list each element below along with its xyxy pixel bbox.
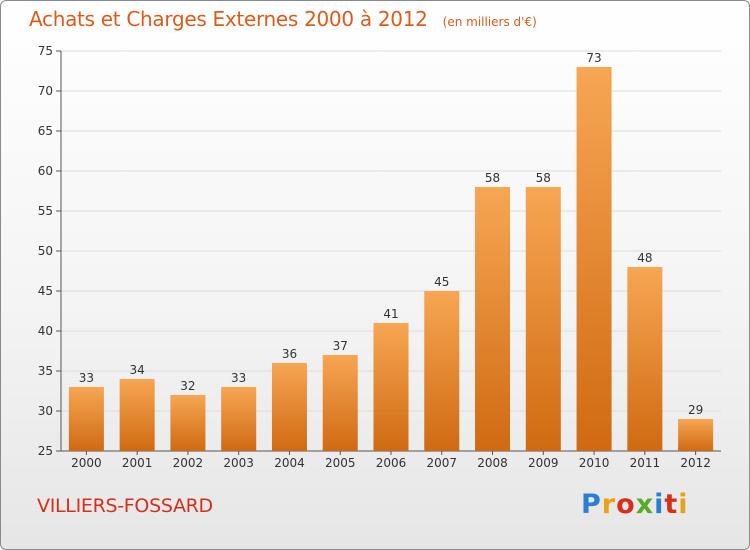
y-tick-label: 50 [38, 244, 53, 258]
data-labels: 33 34 32 33 36 37 41 45 58 58 73 48 29 [79, 51, 704, 417]
brand-letter: o [616, 489, 636, 520]
x-tick-label-2005: 2005 [325, 456, 356, 470]
y-tick-label: 40 [38, 324, 53, 338]
data-label-2005: 37 [333, 339, 348, 353]
data-label-2010: 73 [586, 51, 601, 65]
bar-2011 [627, 267, 663, 451]
y-tick-label: 70 [38, 84, 53, 98]
y-tick-label: 35 [38, 364, 53, 378]
x-tick-label-2004: 2004 [274, 456, 305, 470]
bar-2005 [322, 355, 358, 451]
bar-2010 [576, 67, 612, 451]
data-label-2008: 58 [485, 171, 500, 185]
brand-letter: P [581, 489, 602, 520]
title-bar: Achats et Charges Externes 2000 à 2012 (… [29, 7, 537, 31]
data-label-2001: 34 [130, 363, 145, 377]
data-label-2011: 48 [637, 251, 652, 265]
y-tick-label: 45 [38, 284, 53, 298]
y-tick-label: 30 [38, 404, 53, 418]
x-tick-label-2006: 2006 [376, 456, 407, 470]
x-tick-label-2003: 2003 [223, 456, 254, 470]
x-tick-label-2008: 2008 [477, 456, 508, 470]
bar-2012 [678, 419, 714, 451]
y-tick-label: 75 [38, 44, 53, 58]
x-tick-label-2001: 2001 [122, 456, 153, 470]
y-tick-label: 25 [38, 444, 53, 458]
y-tick-label: 55 [38, 204, 53, 218]
bar-2001 [119, 379, 155, 451]
x-tick-label-2007: 2007 [426, 456, 457, 470]
chart-subtitle: (en milliers d'€) [442, 15, 537, 29]
y-tick-label: 65 [38, 124, 53, 138]
commune-name: VILLIERS-FOSSARD [37, 495, 213, 517]
bars [68, 67, 714, 451]
brand-letter: x [635, 489, 655, 520]
data-label-2006: 41 [383, 307, 398, 321]
bar-2003 [221, 387, 257, 451]
x-tick-label-2011: 2011 [630, 456, 661, 470]
data-label-2009: 58 [536, 171, 551, 185]
x-tick-label-2009: 2009 [528, 456, 559, 470]
brand-letter: i [654, 489, 665, 520]
bar-2006 [373, 323, 409, 451]
data-label-2000: 33 [79, 371, 94, 385]
x-tick-label-2000: 2000 [71, 456, 102, 470]
data-label-2004: 36 [282, 347, 297, 361]
data-label-2007: 45 [434, 275, 449, 289]
chart-title: Achats et Charges Externes 2000 à 2012 [29, 7, 428, 31]
bar-2004 [271, 363, 307, 451]
y-tick-label: 60 [38, 164, 53, 178]
bar-2007 [424, 291, 460, 451]
brand-letter: t [664, 489, 679, 520]
x-tick-label-2010: 2010 [579, 456, 610, 470]
bar-2009 [525, 187, 561, 451]
bar-2000 [68, 387, 104, 451]
brand-logo: Proxiti [581, 489, 689, 520]
data-label-2012: 29 [688, 403, 703, 417]
bar-2008 [475, 187, 511, 451]
bar-2002 [170, 395, 206, 451]
brand-letter: i [678, 489, 689, 520]
data-label-2003: 33 [231, 371, 246, 385]
data-label-2002: 32 [180, 379, 195, 393]
brand-letter: r [601, 489, 617, 520]
x-tick-label-2012: 2012 [680, 456, 711, 470]
x-tick-label-2002: 2002 [173, 456, 204, 470]
